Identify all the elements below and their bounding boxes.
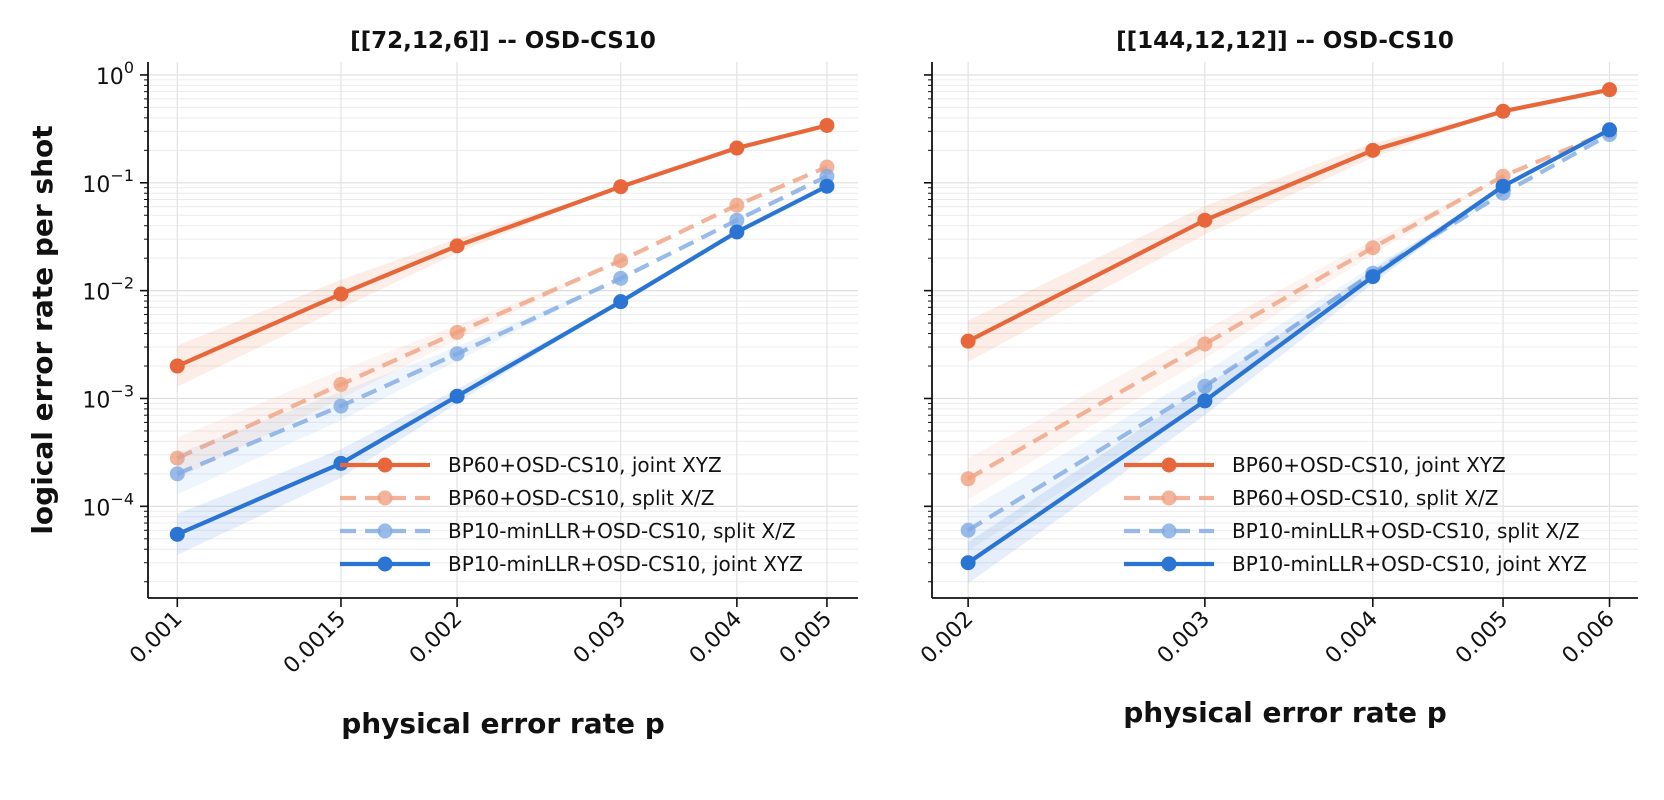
data-point	[1197, 393, 1213, 409]
x-tick-label: 0.004	[1321, 607, 1383, 669]
data-point	[1365, 240, 1381, 256]
series-line	[176, 174, 828, 476]
x-tick-label: 0.002	[916, 607, 978, 669]
data-point	[449, 238, 465, 254]
x-tick-label: 0.004	[685, 607, 747, 669]
data-point	[960, 555, 976, 571]
series-confidence-band	[177, 176, 827, 495]
y-tick-label: 10−4	[82, 489, 134, 521]
data-point	[613, 294, 629, 310]
y-tick-label: 10−2	[82, 274, 134, 306]
data-point	[819, 117, 835, 133]
data-point	[449, 346, 465, 362]
panel-1: 0.001 0.0015 0.002 0.003 0.004 0.00510010−110…	[26, 28, 858, 740]
y-tick-base: 10	[82, 173, 110, 198]
data-point	[729, 212, 745, 228]
series-line	[176, 123, 828, 368]
legend-label: BP60+OSD-CS10, split X/Z	[1232, 486, 1498, 510]
data-point	[1197, 378, 1213, 394]
legend-marker	[1161, 556, 1177, 572]
legend-marker	[377, 457, 393, 473]
legend-marker	[1161, 457, 1177, 473]
legend-marker	[377, 490, 393, 506]
series-line	[176, 165, 828, 461]
data-point	[169, 450, 185, 466]
data-point	[729, 140, 745, 156]
x-tick-label: 0.005	[775, 607, 837, 669]
x-axis-label: physical error rate p	[341, 707, 665, 740]
y-tick-exponent: −4	[110, 489, 134, 508]
legend-label: BP10-minLLR+OSD-CS10, joint XYZ	[1232, 552, 1587, 576]
y-tick-exponent: 0	[124, 58, 134, 77]
x-axis-label: physical error rate p	[1123, 696, 1447, 729]
data-point	[169, 358, 185, 374]
y-tick-exponent: −1	[110, 166, 134, 185]
x-tick-label: 0.002	[405, 607, 467, 669]
legend-label: BP60+OSD-CS10, joint XYZ	[448, 453, 722, 477]
data-point	[1602, 82, 1618, 98]
legend-label: BP60+OSD-CS10, joint XYZ	[1232, 453, 1506, 477]
legend-marker	[377, 556, 393, 572]
x-tick-label: 0.0015	[279, 607, 351, 679]
data-point	[960, 522, 976, 538]
data-point	[1197, 212, 1213, 228]
legend-label: BP10-minLLR+OSD-CS10, split X/Z	[1232, 519, 1580, 543]
data-point	[613, 253, 629, 269]
y-axis-label: logical error rate per shot	[26, 125, 59, 534]
series-confidence-band	[968, 129, 1610, 584]
data-point	[1197, 336, 1213, 352]
data-point	[333, 376, 349, 392]
chart-title: [[144,12,12]] -- OSD-CS10	[1116, 28, 1454, 54]
data-point	[1365, 269, 1381, 285]
legend-marker	[1161, 523, 1177, 539]
series-confidence-band	[968, 134, 1610, 551]
legend-label: BP60+OSD-CS10, split X/Z	[448, 486, 714, 510]
x-tick-label: 0.006	[1558, 607, 1620, 669]
legend-marker	[377, 523, 393, 539]
x-tick-label: 0.001	[125, 607, 187, 669]
data-point	[449, 324, 465, 340]
legend-label: BP10-minLLR+OSD-CS10, split X/Z	[448, 519, 796, 543]
panel-2: 0.002 0.003 0.004 0.005 0.006 [[144,12,12]] -…	[916, 28, 1638, 729]
y-tick-base: 10	[82, 388, 110, 413]
y-tick-label: 10−1	[82, 166, 134, 198]
data-point	[1495, 103, 1511, 119]
y-tick-base: 10	[82, 496, 110, 521]
data-point	[613, 179, 629, 195]
chart-title: [[72,12,6]] -- OSD-CS10	[350, 28, 656, 54]
data-point	[333, 286, 349, 302]
series-line	[176, 184, 828, 537]
y-tick-exponent: −2	[110, 274, 134, 293]
data-point	[613, 270, 629, 286]
data-point	[729, 224, 745, 240]
x-tick-label: 0.005	[1451, 607, 1513, 669]
y-tick-base: 10	[82, 281, 110, 306]
y-tick-label: 100	[96, 58, 134, 90]
data-point	[960, 333, 976, 349]
data-point	[729, 197, 745, 213]
x-tick-label: 0.003	[1153, 607, 1215, 669]
data-point	[960, 471, 976, 487]
data-point	[449, 388, 465, 404]
data-point	[819, 178, 835, 194]
series-line	[967, 129, 1611, 481]
x-tick-label: 0.003	[569, 607, 631, 669]
y-tick-exponent: −3	[110, 381, 134, 400]
legend-label: BP10-minLLR+OSD-CS10, joint XYZ	[448, 552, 803, 576]
data-point	[1495, 178, 1511, 194]
data-point	[1365, 142, 1381, 158]
data-point	[1602, 122, 1618, 138]
data-point	[169, 526, 185, 542]
y-tick-base: 10	[96, 65, 124, 90]
y-tick-label: 10−3	[82, 381, 134, 413]
legend-marker	[1161, 490, 1177, 506]
data-point	[169, 466, 185, 482]
data-point	[333, 398, 349, 414]
